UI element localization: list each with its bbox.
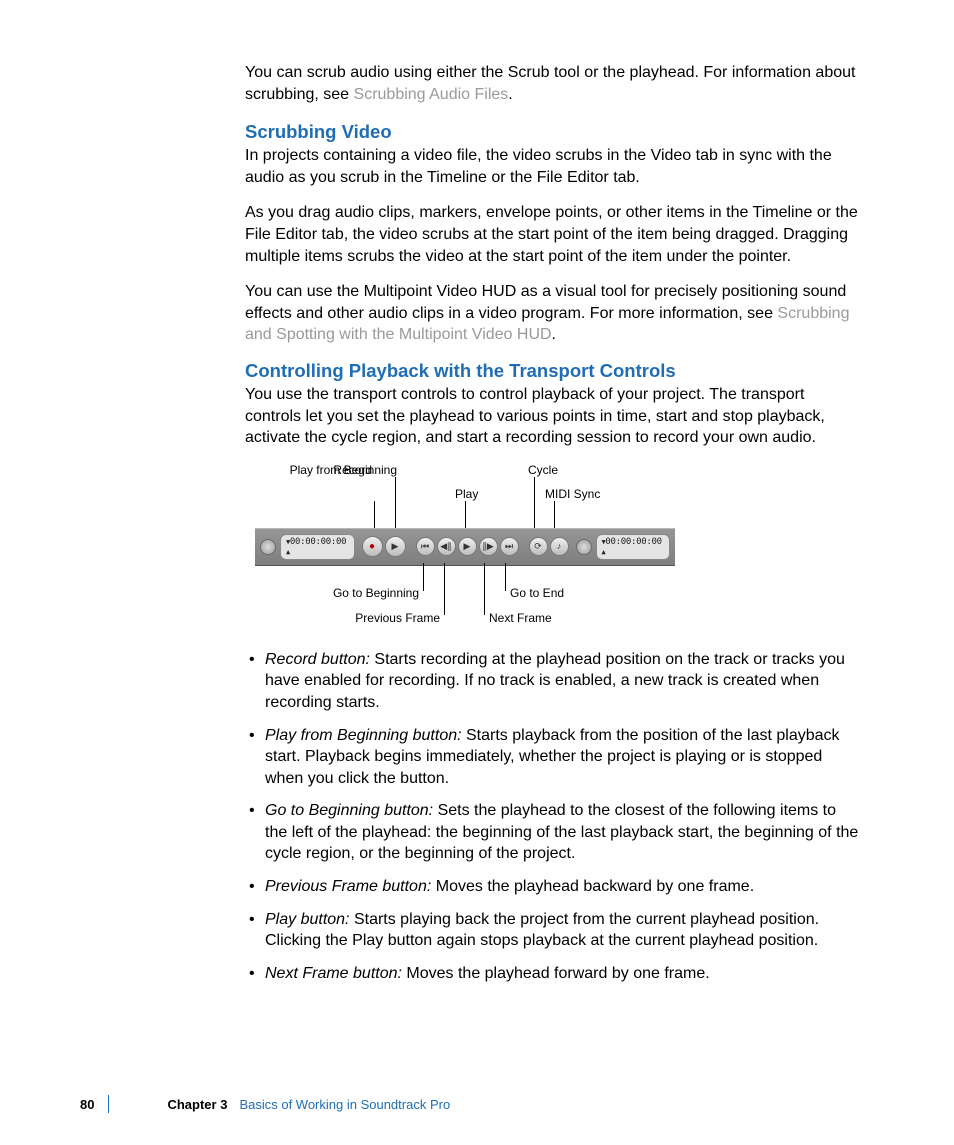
nav-group: ⏮ ◀∥ ▶ ∥▶ ⏭ [416, 537, 519, 556]
transport-p1: You use the transport controls to contro… [245, 384, 859, 449]
label-record: Record [333, 463, 372, 477]
intro-link-scrubbing-audio[interactable]: Scrubbing Audio Files [354, 86, 509, 103]
play-from-beginning-button[interactable]: ▶ [385, 536, 406, 557]
term-pf: Previous Frame button: [265, 878, 431, 895]
intro-text-a: You can scrub audio using either the Scr… [245, 64, 855, 103]
term-record: Record button: [265, 651, 370, 668]
next-frame-icon: ∥▶ [482, 542, 493, 551]
skip-start-icon: ⏮ [421, 542, 429, 551]
bullet-record: Record button: Starts recording at the p… [265, 649, 859, 714]
label-next-frame: Next Frame [489, 611, 552, 625]
play-icon: ▶ [464, 542, 471, 551]
record-play-group: ● ▶ [362, 536, 406, 557]
line-record [374, 501, 375, 531]
line-cycle [534, 477, 535, 531]
footer-separator [108, 1095, 109, 1113]
jog-wheel-left[interactable] [260, 539, 276, 555]
scrubbing-video-p3-b: . [552, 326, 556, 343]
timecode-display-right[interactable]: ▼00:00:00:00 ▲ [596, 534, 671, 560]
scrubbing-video-p3-a: You can use the Multipoint Video HUD as … [245, 283, 846, 322]
bullet-previous-frame: Previous Frame button: Moves the playhea… [265, 876, 859, 898]
line-previous-frame [444, 563, 445, 615]
bullet-play-from-beginning: Play from Beginning button: Starts playb… [265, 725, 859, 790]
label-cycle: Cycle [528, 463, 558, 477]
label-play: Play [455, 487, 478, 501]
go-to-beginning-button[interactable]: ⏮ [416, 537, 435, 556]
play-button[interactable]: ▶ [458, 537, 477, 556]
mode-group: ⟳ ♪ [529, 537, 569, 556]
midi-sync-button[interactable]: ♪ [550, 537, 569, 556]
record-icon: ● [369, 542, 375, 552]
term-gtb: Go to Beginning button: [265, 802, 433, 819]
record-button[interactable]: ● [362, 536, 383, 557]
cycle-icon: ⟳ [534, 542, 542, 551]
intro-paragraph: You can scrub audio using either the Scr… [245, 62, 859, 105]
go-to-end-button[interactable]: ⏭ [500, 537, 519, 556]
transport-diagram: Play from Beginning Cycle Record Play MI… [255, 463, 675, 631]
label-previous-frame: Previous Frame [355, 611, 440, 625]
bullet-play: Play button: Starts playing back the pro… [265, 909, 859, 952]
play-beginning-icon: ▶ [392, 542, 399, 551]
intro-text-b: . [508, 86, 512, 103]
skip-end-icon: ⏭ [505, 542, 513, 551]
transport-bar: ▼00:00:00:00 ▲ ● ▶ ⏮ ◀∥ ▶ ∥▶ ⏭ ⟳ ♪ ▼00:0… [255, 528, 675, 566]
desc-nf: Moves the playhead forward by one frame. [402, 965, 710, 982]
chapter-title: Basics of Working in Soundtrack Pro [239, 1097, 450, 1112]
heading-transport-controls: Controlling Playback with the Transport … [245, 360, 859, 382]
label-go-to-end: Go to End [510, 586, 564, 600]
line-go-to-end [505, 563, 506, 591]
line-play [465, 501, 466, 531]
midi-icon: ♪ [557, 542, 562, 551]
jog-wheel-right[interactable] [576, 539, 592, 555]
label-midi-sync: MIDI Sync [545, 487, 600, 501]
previous-frame-button[interactable]: ◀∥ [437, 537, 456, 556]
line-go-to-beginning [423, 563, 424, 591]
chapter-number: Chapter 3 [167, 1097, 227, 1112]
scrubbing-video-p3: You can use the Multipoint Video HUD as … [245, 281, 859, 346]
term-pfb: Play from Beginning button: [265, 727, 462, 744]
term-play: Play button: [265, 911, 350, 928]
prev-frame-icon: ◀∥ [440, 542, 451, 551]
scrubbing-video-p2: As you drag audio clips, markers, envelo… [245, 202, 859, 267]
bullet-next-frame: Next Frame button: Moves the playhead fo… [265, 963, 859, 985]
line-play-from-beginning [395, 477, 396, 531]
line-midi-sync [554, 501, 555, 531]
heading-scrubbing-video: Scrubbing Video [245, 121, 859, 143]
term-nf: Next Frame button: [265, 965, 402, 982]
next-frame-button[interactable]: ∥▶ [479, 537, 498, 556]
page-number: 80 [80, 1097, 94, 1112]
line-next-frame [484, 563, 485, 615]
scrubbing-video-p1: In projects containing a video file, the… [245, 145, 859, 188]
cycle-button[interactable]: ⟳ [529, 537, 548, 556]
transport-bullet-list: Record button: Starts recording at the p… [245, 649, 859, 985]
timecode-display-left[interactable]: ▼00:00:00:00 ▲ [280, 534, 355, 560]
page-footer: 80 Chapter 3 Basics of Working in Soundt… [80, 1095, 450, 1113]
label-go-to-beginning: Go to Beginning [333, 586, 419, 600]
bullet-go-to-beginning: Go to Beginning button: Sets the playhea… [265, 800, 859, 865]
desc-pf: Moves the playhead backward by one frame… [431, 878, 754, 895]
